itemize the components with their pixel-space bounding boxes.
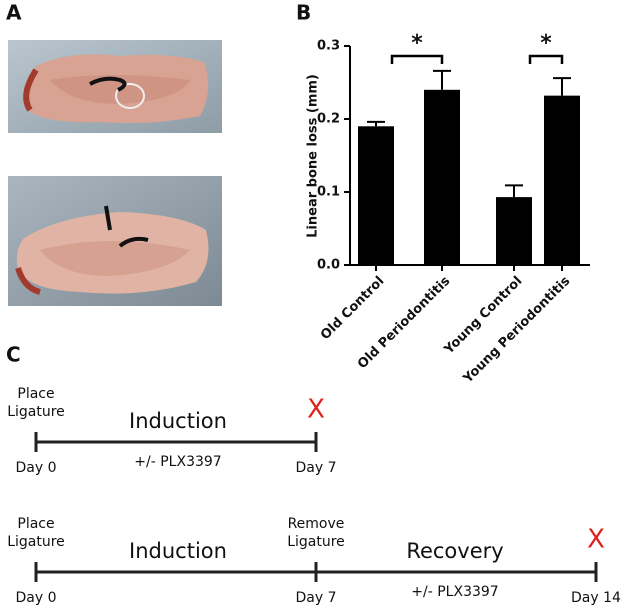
y-axis-label: Linear bone loss (mm) [306, 74, 321, 238]
photo-top [8, 40, 222, 133]
photo-bottom [8, 176, 222, 306]
phase-label: Induction [129, 539, 227, 563]
significance-star: * [540, 31, 552, 56]
day-label: Day 7 [295, 460, 336, 476]
y-tick-label: 0.0 [317, 258, 340, 273]
bar [544, 95, 580, 265]
day-label: Day 7 [295, 590, 336, 606]
treatment-label: +/- PLX3397 [411, 584, 498, 600]
y-tick-label: 0.1 [317, 185, 340, 200]
phase-label: Recovery [406, 539, 503, 563]
panel-label: B [296, 1, 311, 25]
endpoint-mark: X [307, 395, 325, 425]
panel-label: C [6, 343, 21, 367]
bar [358, 126, 394, 265]
bar [424, 89, 460, 265]
timeline-text: Place [17, 386, 54, 402]
panel-label: A [6, 1, 22, 25]
timelines: Day 0 Day 7 Place Ligature Induction X +/- PLX… [7, 386, 621, 606]
day-label: Day 0 [15, 460, 56, 476]
treatment-label: +/- PLX3397 [134, 454, 221, 470]
phase-label: Induction [129, 409, 227, 433]
timeline-text: Ligature [287, 534, 345, 550]
timeline-text: Ligature [7, 534, 65, 550]
significance-bracket [528, 54, 564, 64]
x-tick-label: Old Control [318, 274, 387, 343]
day-label: Day 0 [15, 590, 56, 606]
significance-bracket [390, 54, 444, 64]
y-tick-label: 0.2 [317, 112, 340, 127]
y-tick-label: 0.3 [317, 39, 340, 54]
timeline-text: Remove [288, 516, 345, 532]
timeline-text: Place [17, 516, 54, 532]
endpoint-mark: X [587, 525, 605, 555]
timeline-text: Ligature [7, 404, 65, 420]
day-label: Day 14 [571, 590, 621, 606]
significance-star: * [411, 31, 423, 56]
bar [496, 197, 532, 265]
x-tick-label: Young Control [441, 274, 525, 358]
